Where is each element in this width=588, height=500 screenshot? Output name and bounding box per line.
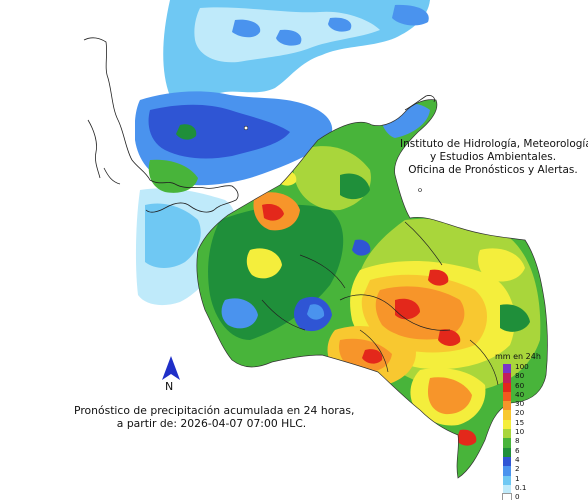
legend-tick-label: 100 — [515, 362, 529, 371]
legend-swatch — [502, 493, 512, 500]
legend-tick-label: 60 — [515, 380, 525, 390]
legend-swatch — [503, 391, 511, 402]
legend-tick-label: 80 — [515, 371, 525, 381]
legend-swatch — [503, 401, 511, 411]
north-arrow-icon — [162, 356, 180, 380]
ocean-islands — [243, 125, 422, 192]
legend-tick-label: 15 — [515, 417, 525, 427]
caption-line-1: Pronóstico de precipitación acumulada en… — [74, 404, 355, 417]
header-line-3: Oficina de Pronósticos y Alertas. — [408, 164, 578, 176]
legend-tick-label: 0.1 — [515, 482, 527, 492]
legend-swatch — [503, 429, 511, 439]
legend-swatch — [503, 410, 511, 420]
north-arrow-label: N — [165, 380, 174, 393]
legend-tick-label: 1 — [515, 473, 520, 483]
legend-tick-label: 30 — [515, 399, 525, 409]
legend-swatch — [503, 382, 511, 392]
legend-tick-label: 40 — [515, 389, 525, 399]
legend-tick-label: 20 — [515, 408, 525, 418]
caption-line-2: a partir de: 2026-04-07 07:00 HLC. — [116, 417, 307, 430]
legend-swatches — [502, 364, 512, 500]
forecast-caption: Pronóstico de precipitación acumulada en… — [74, 404, 355, 430]
legend-tick-label: 6 — [515, 445, 520, 455]
header-line-2: y Estudios Ambientales. — [429, 151, 557, 163]
country-borders — [196, 99, 548, 479]
legend-title: mm en 24h — [495, 352, 541, 361]
legend-tick-label: 0 — [515, 492, 520, 500]
legend-swatch — [503, 466, 511, 476]
legend-swatch — [503, 456, 511, 467]
legend-swatch — [503, 438, 511, 448]
precipitation-legend: mm en 24h 100 80 60 40 30 20 15 10 8 6 4 2 1 0.1 0 — [495, 352, 565, 500]
legend-swatch — [503, 475, 511, 485]
legend-swatch — [503, 447, 511, 457]
legend-swatch — [503, 364, 511, 374]
legend-swatch — [503, 373, 511, 383]
legend-swatch — [503, 484, 511, 495]
legend-tick-label: 2 — [515, 464, 520, 474]
institution-header: Instituto de Hidrología, Meteorología y … — [400, 138, 588, 177]
caribbean-rain-field — [135, 0, 430, 306]
legend-ticks: 100 80 60 40 30 20 15 10 8 6 4 2 1 0.1 0 — [515, 362, 529, 500]
legend-tick-label: 4 — [515, 454, 520, 464]
central-america-coastline — [83, 37, 435, 213]
legend-swatch — [503, 419, 511, 430]
legend-tick-label: 10 — [515, 427, 525, 437]
legend-tick-label: 8 — [515, 436, 520, 446]
header-line-1: Instituto de Hidrología, Meteorología — [400, 138, 588, 150]
